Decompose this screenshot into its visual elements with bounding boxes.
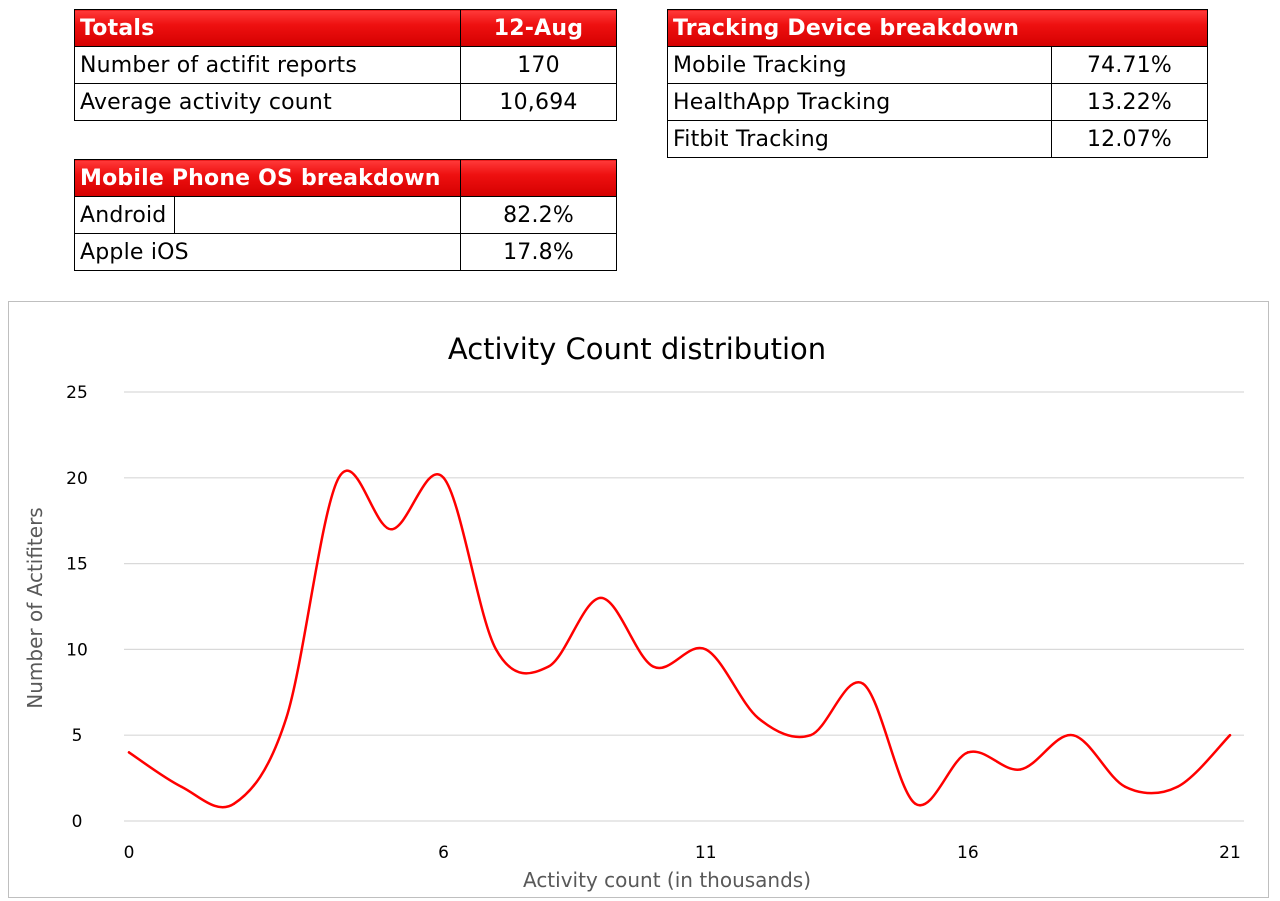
row-value: 170	[460, 46, 617, 84]
row-label: Average activity count	[74, 83, 461, 121]
data-point	[756, 716, 760, 720]
series-layer	[127, 469, 1232, 809]
row-empty-cell	[173, 196, 462, 234]
os-header-empty	[460, 159, 618, 197]
row-value: 82.2%	[460, 196, 618, 234]
data-point	[127, 751, 131, 754]
data-point	[180, 785, 183, 788]
data-point	[1228, 734, 1232, 737]
data-point	[1019, 768, 1022, 771]
row-value: 74.71%	[1050, 46, 1209, 84]
os-header-row: Mobile Phone OS breakdown	[73, 159, 618, 197]
row-label: Mobile Tracking	[667, 46, 1052, 84]
totals-header-label: Totals	[74, 9, 461, 47]
chart-panel: Activity Count distribution 0 5 10 15 20 25 0…	[8, 301, 1269, 898]
gridlines	[124, 391, 1244, 822]
x-tick-label: 0	[124, 843, 135, 863]
data-point	[914, 802, 917, 806]
row-value: 17.8%	[460, 233, 618, 271]
os-header-label: Mobile Phone OS breakdown	[73, 159, 462, 197]
y-tick-label: 15	[66, 555, 88, 575]
y-tick-labels: 0 5 10 15 20 25	[66, 383, 88, 832]
y-tick-label: 25	[66, 383, 88, 403]
tracking-breakdown-table: Tracking Device breakdown Mobile Trackin…	[666, 9, 1209, 158]
data-point	[442, 476, 445, 479]
tracking-header-row: Tracking Device breakdown	[666, 9, 1209, 47]
x-tick-labels: 0 6 11 16 21	[124, 843, 1241, 863]
totals-table: Totals 12-Aug Number of actifit reports …	[74, 9, 617, 121]
line-chart: Activity Count distribution 0 5 10 15 20 25 0…	[23, 332, 1244, 892]
table-row: Number of actifit reports 170	[74, 46, 617, 84]
chart-title: Activity Count distribution	[448, 332, 826, 366]
row-label: Android	[74, 196, 175, 234]
table-row: Apple iOS 17.8%	[73, 233, 618, 271]
table-row: Mobile Tracking 74.71%	[667, 46, 1209, 84]
data-point	[389, 528, 393, 531]
data-point	[704, 648, 707, 651]
data-point	[809, 734, 812, 737]
x-tick-label: 11	[695, 843, 717, 863]
data-point	[861, 682, 865, 685]
table-row: Android 82.2%	[74, 196, 618, 234]
y-tick-label: 10	[66, 640, 88, 660]
y-tick-label: 20	[66, 469, 88, 489]
table-row: Average activity count 10,694	[74, 83, 617, 121]
data-point	[1071, 734, 1074, 737]
data-point	[547, 665, 550, 668]
x-tick-label: 6	[438, 843, 449, 863]
row-value: 12.07%	[1050, 120, 1209, 158]
series-line	[127, 469, 1232, 809]
data-point	[337, 476, 340, 479]
data-point	[966, 751, 970, 754]
row-label: HealthApp Tracking	[667, 83, 1052, 121]
table-row: HealthApp Tracking 13.22%	[667, 83, 1209, 121]
y-axis-title: Number of Actifiters	[23, 507, 47, 708]
data-point	[652, 665, 655, 668]
data-point	[285, 716, 288, 720]
row-label: Fitbit Tracking	[667, 120, 1052, 158]
x-tick-label: 16	[957, 843, 979, 863]
y-tick-label: 0	[72, 812, 83, 832]
totals-header-row: Totals 12-Aug	[74, 9, 617, 47]
y-tick-label: 5	[72, 726, 83, 746]
os-breakdown-table: Mobile Phone OS breakdown Android 82.2% …	[73, 159, 618, 271]
row-label: Number of actifit reports	[74, 46, 461, 84]
data-point	[494, 648, 498, 651]
data-point	[599, 596, 603, 600]
data-point	[1123, 785, 1127, 788]
data-point	[232, 802, 236, 806]
data-point	[1176, 785, 1179, 788]
row-value: 10,694	[460, 83, 617, 121]
x-axis-title: Activity count (in thousands)	[523, 868, 811, 892]
row-label: Apple iOS	[73, 233, 462, 271]
x-tick-label: 21	[1219, 843, 1241, 863]
tracking-header-label: Tracking Device breakdown	[666, 9, 1209, 47]
totals-header-date: 12-Aug	[460, 9, 617, 47]
row-value: 13.22%	[1050, 83, 1209, 121]
table-row: Fitbit Tracking 12.07%	[667, 120, 1209, 158]
